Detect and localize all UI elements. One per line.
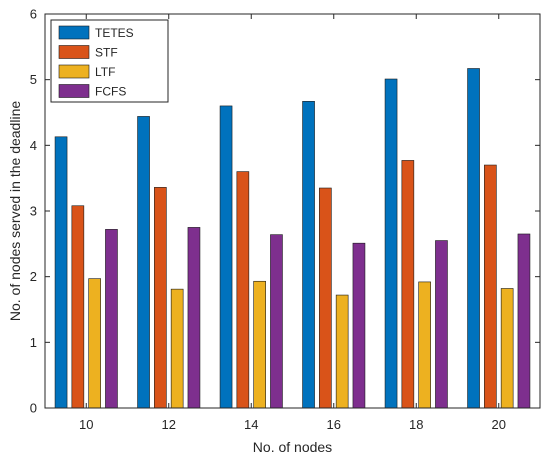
x-tick-label: 12 bbox=[162, 417, 176, 432]
bar-ltf-14 bbox=[253, 280, 266, 409]
bar-tetes-16 bbox=[302, 101, 315, 409]
bar-stf-14 bbox=[236, 171, 250, 409]
legend-label-tetes: TETES bbox=[95, 26, 134, 40]
y-tick-label: 1 bbox=[30, 335, 37, 350]
bar-fcfs-16 bbox=[352, 242, 366, 409]
bar-tetes-18 bbox=[384, 78, 398, 409]
legend-label-stf: STF bbox=[95, 46, 118, 60]
bar-stf-12 bbox=[154, 187, 167, 409]
bar-tetes-10 bbox=[54, 136, 68, 409]
bar-fcfs-10 bbox=[105, 229, 118, 409]
legend-label-fcfs: FCFS bbox=[95, 85, 126, 99]
legend: TETES STF LTF FCFS bbox=[50, 19, 169, 103]
x-tick-label: 20 bbox=[492, 417, 506, 432]
bar-ltf-20 bbox=[500, 288, 514, 409]
legend-swatch-tetes bbox=[58, 25, 90, 40]
y-tick-label: 6 bbox=[30, 7, 37, 22]
y-tick-label: 0 bbox=[30, 401, 37, 416]
bar-ltf-16 bbox=[335, 294, 349, 409]
x-tick-label: 16 bbox=[327, 417, 341, 432]
bars bbox=[54, 68, 531, 409]
bar-fcfs-18 bbox=[435, 240, 448, 409]
y-tick-label: 4 bbox=[30, 138, 37, 153]
bar-stf-20 bbox=[484, 164, 497, 409]
x-axis-label: No. of nodes bbox=[253, 439, 332, 455]
x-tick-label: 14 bbox=[244, 417, 258, 432]
bar-tetes-14 bbox=[219, 105, 233, 409]
y-axis-label: No. of nodes served in the deadline bbox=[7, 101, 23, 321]
bar-ltf-10 bbox=[88, 278, 101, 409]
y-tick-label: 2 bbox=[30, 269, 37, 284]
bar-stf-18 bbox=[401, 160, 415, 409]
legend-label-ltf: LTF bbox=[95, 65, 115, 79]
legend-swatch-stf bbox=[58, 45, 90, 59]
bar-ltf-12 bbox=[170, 288, 184, 409]
y-tick-label: 5 bbox=[30, 72, 37, 87]
bar-fcfs-14 bbox=[270, 234, 283, 409]
bar-tetes-20 bbox=[467, 68, 480, 409]
x-tick-label: 10 bbox=[79, 417, 93, 432]
bar-stf-16 bbox=[319, 187, 332, 409]
legend-swatch-ltf bbox=[58, 64, 90, 79]
bar-tetes-12 bbox=[137, 116, 150, 409]
bar-ltf-18 bbox=[418, 281, 431, 409]
y-tick-label: 3 bbox=[30, 204, 37, 219]
bar-fcfs-12 bbox=[187, 227, 201, 409]
bar-fcfs-20 bbox=[517, 233, 531, 409]
legend-swatch-fcfs bbox=[58, 84, 90, 98]
x-tick-label: 18 bbox=[409, 417, 423, 432]
bar-stf-10 bbox=[71, 205, 85, 409]
